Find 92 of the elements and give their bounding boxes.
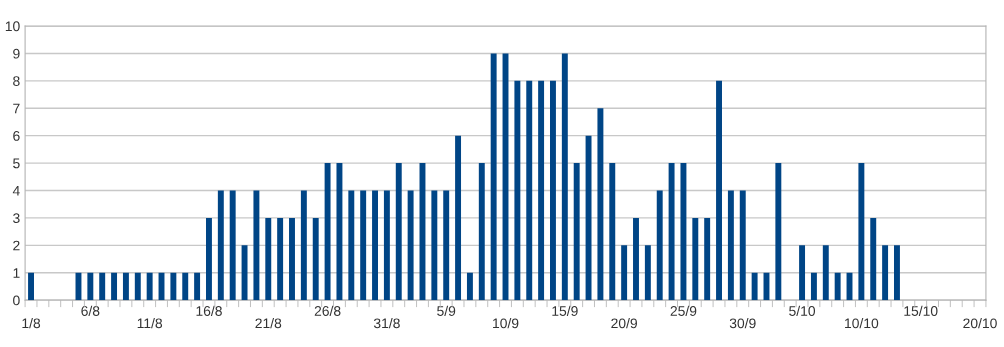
bar — [206, 217, 212, 301]
x-tick-label: 11/8 — [137, 318, 163, 329]
bar — [300, 190, 307, 301]
bar — [265, 217, 272, 301]
bar — [633, 217, 639, 301]
bar — [111, 272, 118, 301]
bar — [336, 163, 343, 301]
y-tick-label: 9 — [13, 48, 20, 59]
bar — [609, 163, 616, 301]
bar — [882, 245, 889, 301]
bar — [739, 190, 746, 301]
bar — [395, 163, 402, 301]
bar — [407, 190, 414, 301]
bar — [431, 190, 438, 301]
x-tick-label: 1/8 — [22, 318, 41, 329]
bar — [372, 190, 378, 301]
bar — [324, 163, 331, 301]
x-tick-label: 5/10 — [789, 305, 816, 316]
bar — [834, 272, 841, 301]
x-tick-label: 20/10 — [963, 318, 997, 329]
x-tick-label: 6/8 — [81, 305, 100, 316]
bar — [194, 272, 201, 301]
x-tick-label: 25/9 — [670, 305, 697, 316]
x-tick-label: 20/9 — [611, 318, 637, 329]
bar — [146, 272, 153, 301]
bar — [799, 245, 806, 301]
bar — [644, 245, 651, 301]
bar — [360, 190, 367, 301]
bar — [870, 217, 877, 301]
bar — [656, 190, 663, 301]
bar — [455, 135, 462, 301]
bar — [28, 272, 34, 301]
bar — [277, 217, 284, 301]
x-tick-label: 30/9 — [729, 318, 756, 329]
bar — [514, 80, 521, 301]
bar — [134, 272, 141, 301]
bar — [597, 108, 604, 301]
bar — [170, 272, 177, 301]
x-tick-label: 26/8 — [314, 305, 341, 316]
x-tick-label: 15/9 — [552, 305, 578, 316]
bar — [478, 163, 485, 301]
bar — [822, 245, 829, 301]
bar — [443, 190, 450, 301]
y-tick-label: 4 — [12, 185, 20, 196]
bar — [621, 245, 628, 301]
bar — [122, 272, 129, 301]
bar — [810, 272, 817, 301]
y-tick-label: 5 — [13, 158, 20, 169]
bar — [253, 190, 260, 301]
bar — [692, 217, 699, 301]
bar — [585, 135, 592, 301]
bar — [550, 80, 556, 301]
x-tick-label: 31/8 — [373, 318, 400, 329]
bar — [704, 217, 711, 301]
bar — [858, 163, 865, 301]
y-tick-label: 1 — [13, 268, 20, 278]
bar — [668, 163, 675, 301]
bar — [217, 190, 224, 301]
y-tick-label: 0 — [13, 295, 20, 306]
x-tick-label: 15/10 — [904, 305, 938, 316]
bar — [526, 80, 533, 301]
x-tick-label: 10/10 — [845, 318, 879, 329]
y-tick-label: 6 — [13, 131, 20, 141]
bar — [87, 272, 94, 301]
bar — [716, 80, 722, 301]
bar — [229, 190, 236, 301]
bar — [573, 163, 580, 301]
bar — [894, 245, 900, 301]
y-tick-label: 8 — [13, 76, 20, 87]
bar — [490, 53, 497, 301]
bar — [312, 217, 319, 301]
bar — [348, 190, 355, 301]
bar — [383, 190, 390, 301]
bar — [99, 272, 106, 301]
bar — [182, 272, 189, 301]
x-tick-label: 5/9 — [437, 305, 456, 316]
bar — [289, 217, 295, 301]
bar — [561, 53, 568, 301]
bar — [241, 245, 248, 301]
y-tick-label: 7 — [13, 103, 20, 114]
bar — [538, 80, 545, 301]
y-tick-label: 10 — [5, 21, 20, 32]
x-tick-label: 21/8 — [255, 318, 282, 329]
bar — [775, 163, 782, 301]
x-tick-label: 10/9 — [493, 318, 519, 329]
bar — [680, 163, 687, 301]
x-tick-label: 16/8 — [196, 305, 222, 316]
y-tick-label: 3 — [13, 213, 20, 224]
bar — [727, 190, 734, 301]
bar — [466, 272, 473, 301]
bar — [751, 272, 758, 301]
y-tick-label: 2 — [13, 240, 20, 251]
